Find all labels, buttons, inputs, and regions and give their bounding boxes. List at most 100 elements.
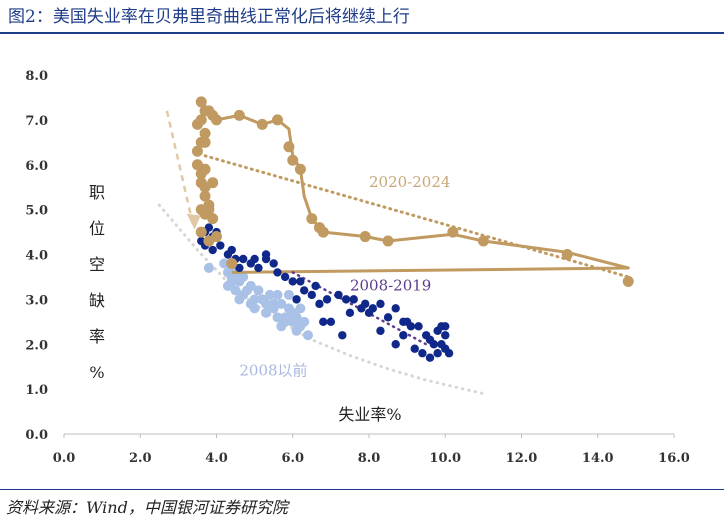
point-pre2008 [283, 289, 294, 300]
point-s2020-2024 [195, 226, 207, 238]
point-pre2008 [203, 262, 214, 273]
point-s2020-2024 [477, 235, 489, 247]
point-pre2008 [272, 289, 283, 300]
point-s2020-2024 [199, 136, 211, 148]
point-pre2008 [264, 289, 275, 300]
point-pre2008 [238, 271, 249, 282]
point-s2008-2019 [399, 331, 408, 340]
point-s2020-2024 [226, 257, 238, 269]
point-s2020-2024 [199, 127, 211, 139]
point-pre2008 [280, 312, 291, 323]
point-s2020-2024 [207, 177, 219, 189]
annotation-label: 2008以前 [239, 362, 307, 380]
y-tick-label: 3.0 [25, 293, 48, 308]
point-s2008-2019 [376, 326, 385, 335]
point-pre2008 [295, 303, 306, 314]
x-tick-label: 12.0 [506, 451, 538, 466]
point-s2020-2024 [272, 114, 283, 126]
point-s2008-2019 [254, 263, 263, 273]
point-s2020-2024 [199, 208, 211, 220]
point-s2008-2019 [334, 290, 343, 300]
point-s2020-2024 [199, 190, 211, 202]
x-tick-label: 14.0 [582, 451, 614, 466]
point-s2008-2019 [311, 281, 320, 291]
point-s2008-2019 [261, 254, 271, 264]
point-pre2008 [276, 321, 287, 332]
point-s2020-2024 [256, 118, 268, 130]
fitted-curve [157, 203, 485, 396]
point-s2020-2024 [287, 154, 299, 166]
y-tick-label: 0.0 [25, 428, 48, 443]
point-s2008-2019 [410, 344, 419, 353]
title-rule [0, 32, 724, 34]
point-pre2008 [276, 298, 287, 309]
y-tick-label: 1.0 [25, 383, 48, 398]
point-s2020-2024 [317, 226, 329, 238]
point-s2008-2019 [345, 308, 355, 318]
chart-title: 图2：美国失业率在贝弗里奇曲线正常化后将继续上行 [8, 7, 410, 27]
point-s2008-2019 [376, 299, 385, 309]
point-s2008-2019 [204, 223, 214, 232]
y-tick-label: 7.0 [25, 114, 48, 129]
point-pre2008 [242, 285, 252, 296]
point-s2020-2024 [382, 235, 394, 247]
point-s2008-2019 [296, 277, 305, 286]
point-s2008-2019 [341, 295, 351, 304]
point-s2008-2019 [208, 245, 217, 255]
point-s2008-2019 [216, 241, 225, 250]
point-s2008-2019 [227, 245, 236, 255]
point-s2008-2019 [338, 331, 347, 340]
point-s2008-2019 [391, 340, 400, 349]
x-tick-label: 16.0 [658, 451, 690, 466]
point-s2020-2024 [447, 226, 459, 238]
x-tick-label: 10.0 [429, 451, 461, 466]
y-axis-label: 职位空缺率% [89, 183, 105, 382]
point-s2008-2019 [235, 263, 244, 273]
point-pre2008 [219, 258, 230, 269]
point-pre2008 [230, 285, 241, 296]
annotation-label: 2020-2024 [369, 173, 450, 191]
point-pre2008 [299, 316, 310, 327]
point-s2008-2019 [292, 295, 301, 304]
point-s2008-2019 [425, 353, 435, 362]
point-s2008-2019 [322, 295, 332, 304]
direction-arrow-line [165, 110, 195, 228]
x-tick-label: 0.0 [53, 451, 76, 466]
source-rule [0, 489, 724, 490]
point-s2020-2024 [199, 163, 211, 175]
point-pre2008 [249, 303, 260, 314]
point-pre2008 [291, 325, 302, 336]
point-s2008-2019 [437, 340, 446, 349]
y-tick-label: 5.0 [25, 204, 48, 219]
point-s2008-2019 [441, 322, 450, 331]
trend-2020-2024 [203, 154, 630, 279]
point-s2008-2019 [326, 317, 336, 327]
point-s2020-2024 [306, 213, 318, 225]
point-s2008-2019 [444, 349, 454, 358]
point-s2008-2019 [383, 313, 393, 322]
point-s2020-2024 [359, 231, 371, 243]
point-s2008-2019 [360, 299, 370, 309]
point-pre2008 [222, 267, 233, 278]
point-s2008-2019 [280, 272, 290, 282]
point-s2020-2024 [191, 145, 203, 157]
point-s2020-2024 [211, 114, 222, 126]
point-s2008-2019 [406, 322, 416, 331]
x-tick-label: 8.0 [358, 451, 381, 466]
point-s2008-2019 [429, 340, 439, 349]
point-pre2008 [234, 294, 245, 305]
point-s2020-2024 [561, 249, 573, 260]
y-tick-label: 2.0 [25, 338, 48, 353]
point-s2008-2019 [414, 322, 423, 331]
point-s2008-2019 [364, 308, 374, 318]
direction-arrow-head [186, 213, 201, 230]
point-pre2008 [261, 298, 272, 309]
source-note: 资料来源：Wind，中国银河证券研究院 [6, 498, 288, 517]
point-s2008-2019 [441, 331, 450, 340]
annotation-label: 2008-2019 [350, 276, 431, 294]
point-s2008-2019 [307, 290, 317, 300]
point-s2008-2019 [250, 254, 259, 264]
point-s2020-2024 [191, 118, 203, 130]
point-s2008-2019 [391, 304, 400, 313]
